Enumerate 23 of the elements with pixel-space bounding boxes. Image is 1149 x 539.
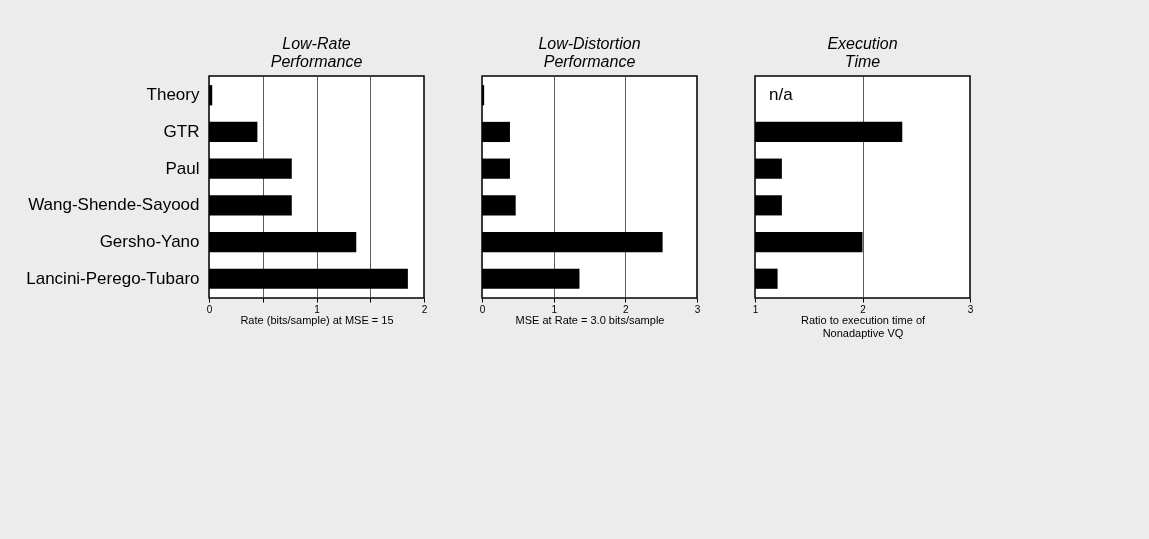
x-tick-label: 2 bbox=[421, 303, 428, 315]
x-tick-label: 0 bbox=[479, 303, 486, 315]
x-tick-label: 1 bbox=[314, 303, 321, 315]
x-tick-label: 1 bbox=[551, 303, 558, 315]
y-tick-label: GTR bbox=[163, 121, 200, 141]
annotation: n/a bbox=[769, 85, 794, 105]
y-tick-label: Lancini-Perego-Tubaro bbox=[26, 268, 200, 288]
x-tick-label: 0 bbox=[206, 303, 213, 315]
x-axis-title: Rate (bits/sample) at MSE = 15 bbox=[240, 313, 394, 326]
y-tick-label: Gersho-Yano bbox=[99, 232, 200, 252]
x-tick-label: 2 bbox=[623, 303, 630, 315]
chart-title: Low-Rate Performance bbox=[270, 35, 363, 70]
x-tick-label: 2 bbox=[860, 303, 867, 315]
x-tick-label: 3 bbox=[694, 303, 701, 315]
x-axis-title: MSE at Rate = 3.0 bits/sample bbox=[515, 313, 665, 326]
chart-title: Execution Time bbox=[827, 35, 898, 70]
x-tick-label: 1 bbox=[752, 303, 759, 315]
y-tick-label: Paul bbox=[165, 158, 200, 178]
x-axis-title: Ratio to execution time of Nonadaptive VQ bbox=[800, 313, 926, 339]
y-tick-label: Theory bbox=[146, 85, 200, 105]
x-tick-label: 3 bbox=[967, 303, 974, 315]
chart-title: Low-Distortion Performance bbox=[538, 35, 641, 70]
y-tick-label: Wang-Shende-Sayood bbox=[28, 195, 200, 215]
